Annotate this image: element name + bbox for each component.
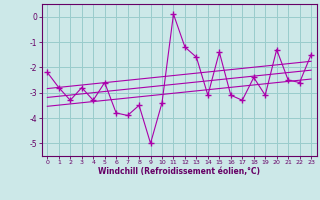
X-axis label: Windchill (Refroidissement éolien,°C): Windchill (Refroidissement éolien,°C) xyxy=(98,167,260,176)
